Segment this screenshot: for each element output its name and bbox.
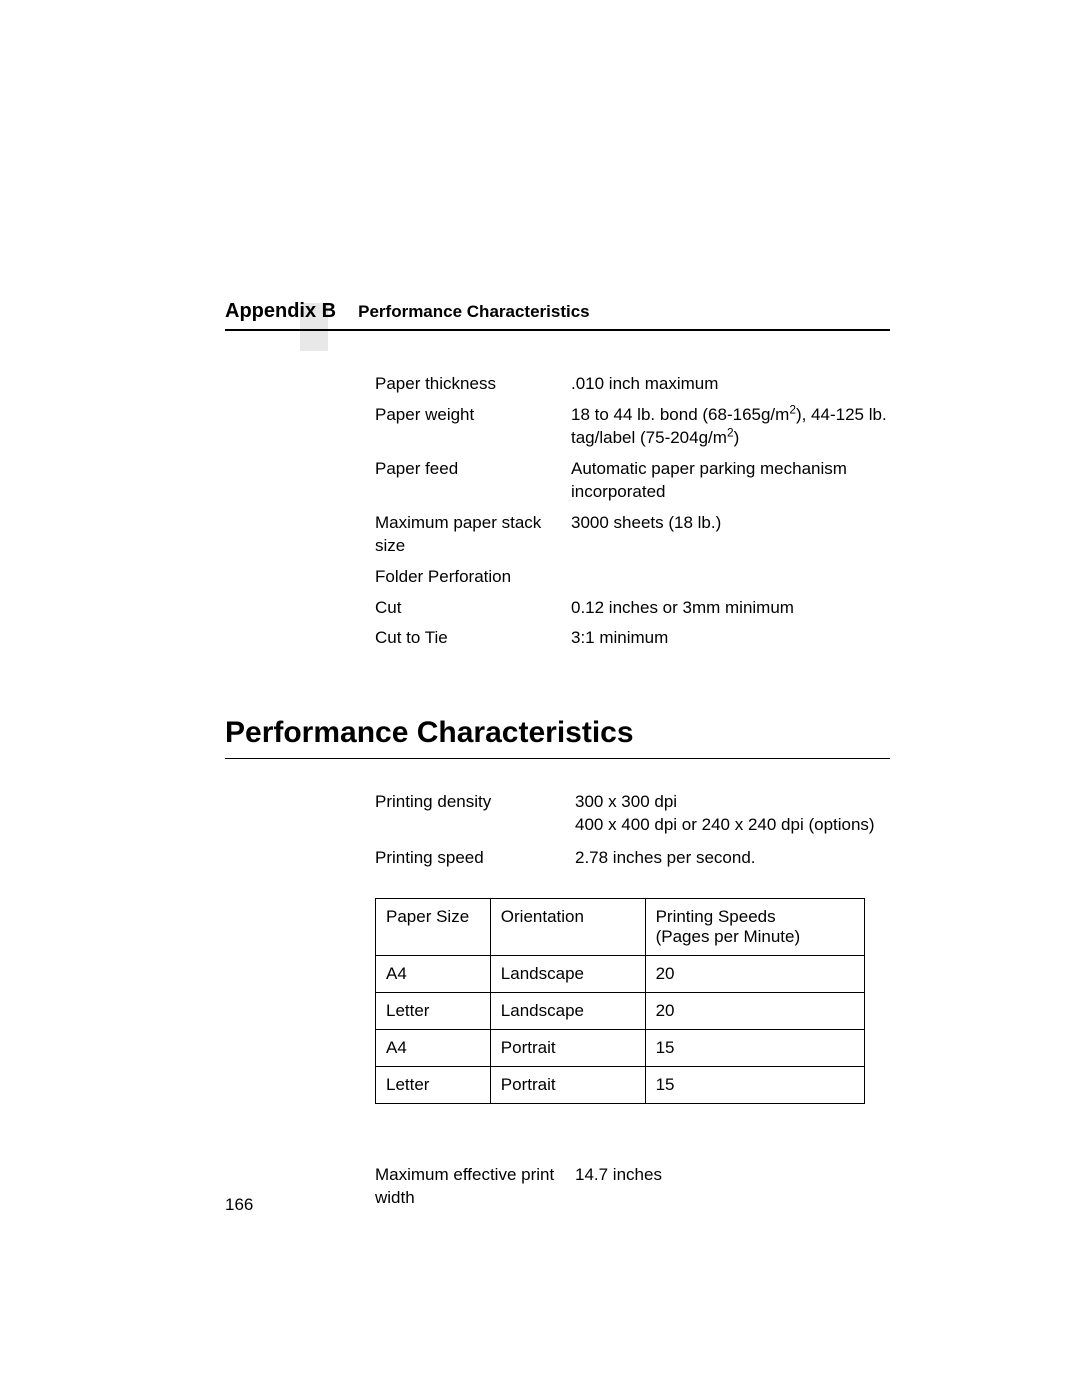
- table-cell: 15: [645, 1030, 864, 1067]
- table-cell: Portrait: [490, 1067, 645, 1104]
- table-header-cell: Printing Speeds (Pages per Minute): [645, 899, 864, 956]
- spec-value: 2.78 inches per second.: [575, 847, 890, 870]
- spec-label: Maximum paper stack size: [375, 512, 571, 558]
- table-cell: 20: [645, 993, 864, 1030]
- table-cell: Letter: [376, 993, 491, 1030]
- table-header-cell: Orientation: [490, 899, 645, 956]
- spec-label: Folder Perforation: [375, 566, 571, 589]
- spec-block-2: Printing density300 x 300 dpi 400 x 400 …: [375, 791, 890, 870]
- table-cell: 15: [645, 1067, 864, 1104]
- spec-label: Cut: [375, 597, 571, 620]
- table-cell: A4: [376, 1030, 491, 1067]
- table-header-cell: Paper Size: [376, 899, 491, 956]
- printing-speed-table: Paper SizeOrientationPrinting Speeds (Pa…: [375, 898, 865, 1104]
- spec-row: Printing speed2.78 inches per second.: [375, 847, 890, 870]
- spec-label: Cut to Tie: [375, 627, 571, 650]
- spec-value: 300 x 300 dpi 400 x 400 dpi or 240 x 240…: [575, 791, 890, 837]
- table-cell: A4: [376, 956, 491, 993]
- spec-row: Cut to Tie3:1 minimum: [375, 627, 890, 650]
- table-header-row: Paper SizeOrientationPrinting Speeds (Pa…: [376, 899, 865, 956]
- table-cell: Landscape: [490, 956, 645, 993]
- table-cell: Portrait: [490, 1030, 645, 1067]
- spec-label: Paper thickness: [375, 373, 571, 396]
- spec-value: 0.12 inches or 3mm minimum: [571, 597, 890, 620]
- spec-block-1: Paper thickness.010 inch maximumPaper we…: [375, 373, 890, 650]
- spec-row: Paper feedAutomatic paper parking mechan…: [375, 458, 890, 504]
- spec-row: Paper weight18 to 44 lb. bond (68-165g/m…: [375, 404, 890, 450]
- spec-row: Printing density300 x 300 dpi 400 x 400 …: [375, 791, 890, 837]
- spec-label: Paper feed: [375, 458, 571, 504]
- spec-row: Paper thickness.010 inch maximum: [375, 373, 890, 396]
- section-title: Performance Characteristics: [225, 716, 890, 759]
- table-row: A4Landscape20: [376, 956, 865, 993]
- spec-row: Cut0.12 inches or 3mm minimum: [375, 597, 890, 620]
- page-header: Appendix B Performance Characteristics: [225, 300, 890, 331]
- spec-row: Maximum effective print width14.7 inches: [375, 1164, 890, 1210]
- spec-label: Maximum effective print width: [375, 1164, 575, 1210]
- spec-value: [571, 566, 890, 589]
- table-cell: Landscape: [490, 993, 645, 1030]
- spec-value: 14.7 inches: [575, 1164, 890, 1210]
- table-cell: Letter: [376, 1067, 491, 1104]
- spec-value: 3000 sheets (18 lb.): [571, 512, 890, 558]
- spec-row: Folder Perforation: [375, 566, 890, 589]
- spec-block-3: Maximum effective print width14.7 inches: [375, 1164, 890, 1210]
- table-row: LetterPortrait15: [376, 1067, 865, 1104]
- appendix-label: Appendix B: [225, 300, 336, 323]
- page-content: Appendix B Performance Characteristics P…: [225, 300, 890, 1220]
- table-row: LetterLandscape20: [376, 993, 865, 1030]
- spec-value: Automatic paper parking mechanism incorp…: [571, 458, 890, 504]
- spec-label: Printing speed: [375, 847, 575, 870]
- spec-value: .010 inch maximum: [571, 373, 890, 396]
- spec-label: Paper weight: [375, 404, 571, 450]
- table-row: A4Portrait15: [376, 1030, 865, 1067]
- spec-row: Maximum paper stack size3000 sheets (18 …: [375, 512, 890, 558]
- table-cell: 20: [645, 956, 864, 993]
- header-subtitle: Performance Characteristics: [358, 302, 590, 322]
- spec-label: Printing density: [375, 791, 575, 837]
- page-number: 166: [225, 1195, 253, 1215]
- spec-value: 18 to 44 lb. bond (68-165g/m2), 44-125 l…: [571, 404, 890, 450]
- spec-value: 3:1 minimum: [571, 627, 890, 650]
